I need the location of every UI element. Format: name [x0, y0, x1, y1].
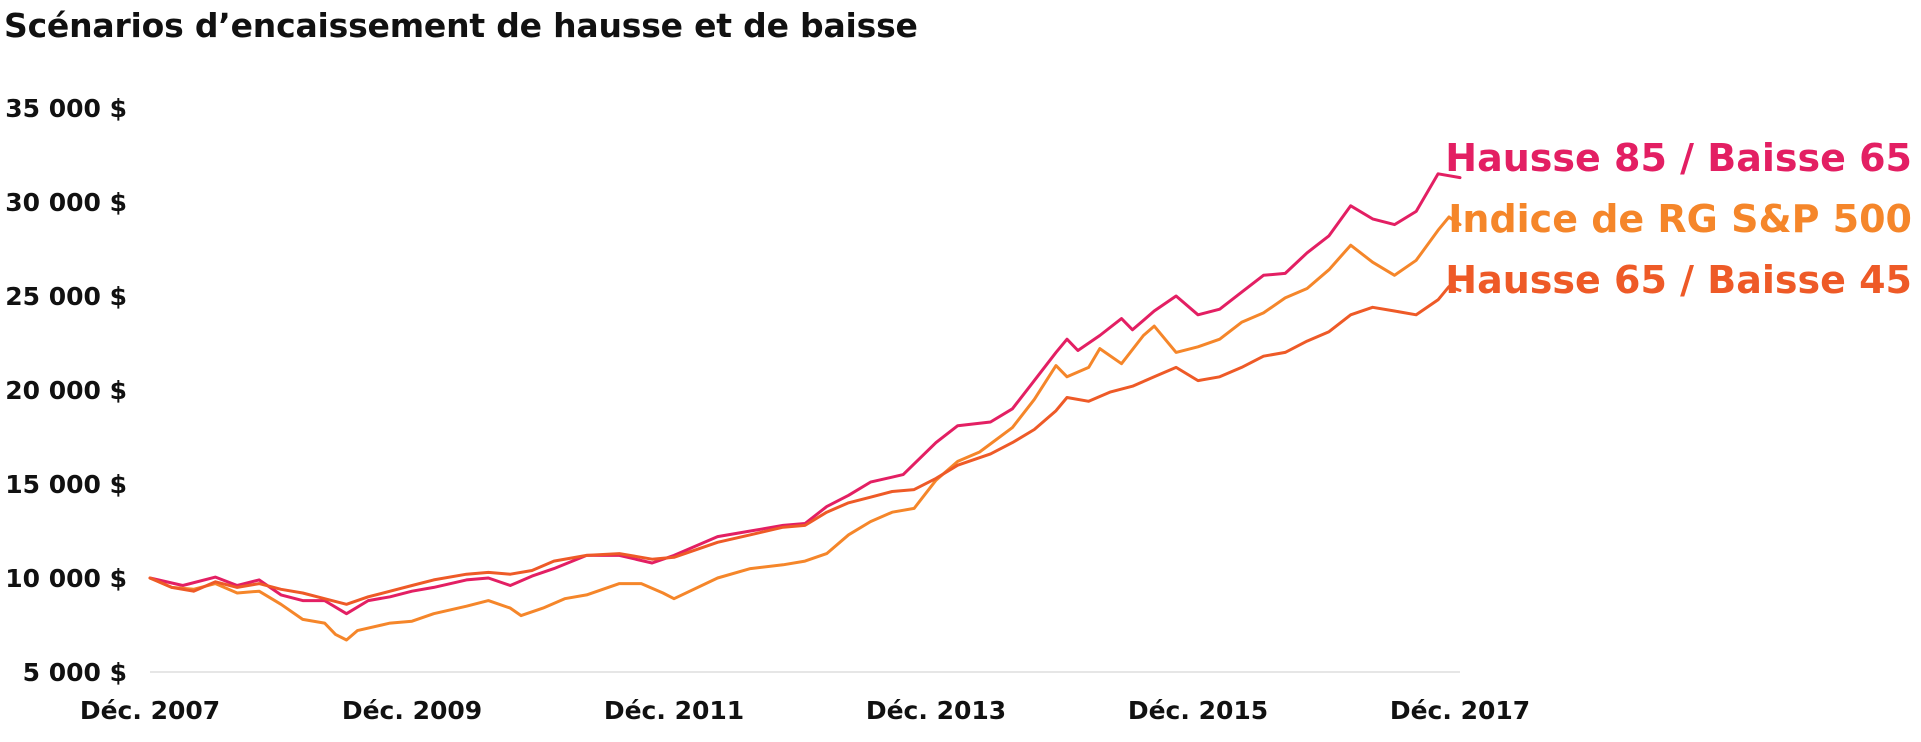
y-tick-label: 20 000 $ — [5, 376, 127, 405]
x-tick-label: Déc. 2007 — [80, 696, 220, 725]
y-tick-label: 30 000 $ — [5, 188, 127, 217]
y-tick-label: 25 000 $ — [5, 282, 127, 311]
y-tick-label: 15 000 $ — [5, 470, 127, 499]
series-label: Hausse 65 / Baisse 45 — [1445, 258, 1912, 302]
series-labels: Hausse 85 / Baisse 65 Indice de RG S&P 50… — [1445, 136, 1912, 302]
x-axis-labels: Déc. 2007 Déc. 2009 Déc. 2011 Déc. 2013 Déc.… — [80, 696, 1530, 725]
y-tick-label: 35 000 $ — [5, 94, 127, 123]
series-line — [148, 285, 1462, 606]
x-tick-label: Déc. 2013 — [866, 696, 1006, 725]
x-tick-label: Déc. 2017 — [1390, 696, 1530, 725]
series-line — [148, 215, 1462, 642]
y-tick-label: 5 000 $ — [23, 658, 127, 687]
series-lines — [148, 172, 1462, 642]
chart-title: Scénarios d’encaissement de hausse et de… — [4, 6, 918, 45]
x-tick-label: Déc. 2011 — [604, 696, 744, 725]
series-label: Indice de RG S&P 500 — [1448, 197, 1912, 241]
series-label: Hausse 85 / Baisse 65 — [1445, 136, 1912, 180]
y-tick-label: 10 000 $ — [5, 564, 127, 593]
x-tick-label: Déc. 2015 — [1128, 696, 1268, 725]
x-tick-label: Déc. 2009 — [342, 696, 482, 725]
y-axis-labels: 5 000 $ 10 000 $ 15 000 $ 20 000 $ 25 000 $ 3… — [5, 94, 127, 687]
series-line — [148, 172, 1462, 616]
